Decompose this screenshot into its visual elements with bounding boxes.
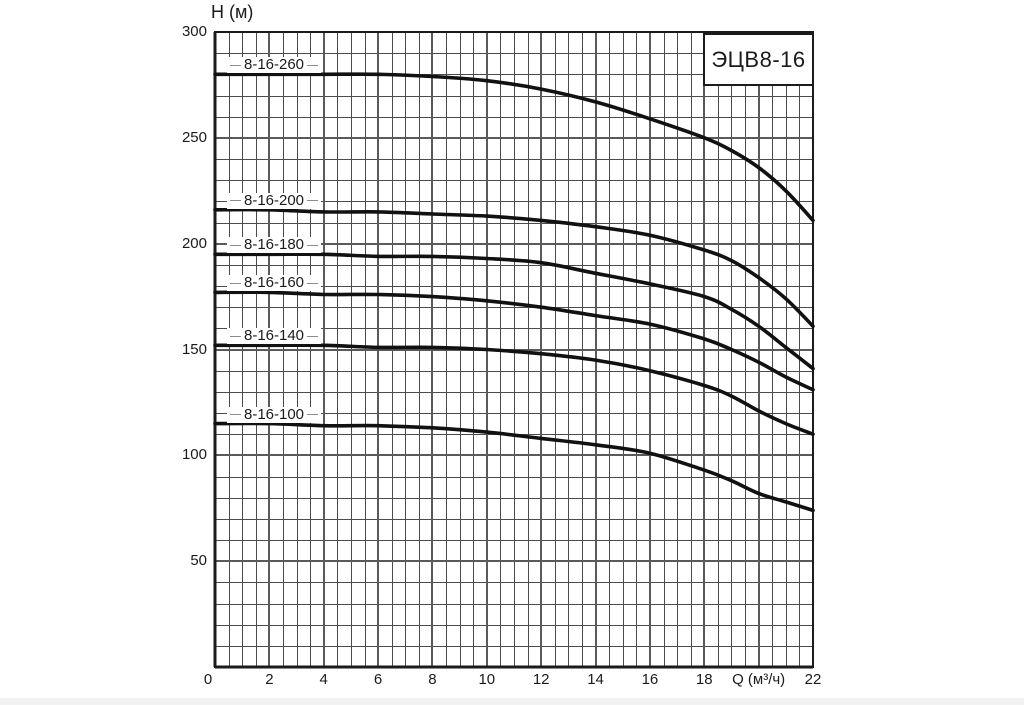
label-leader-dash [307,414,319,416]
x-tick-label: 18 [695,671,713,688]
label-leader-dash [307,244,319,246]
x-tick-label: 12 [532,671,550,688]
label-leader-dash [229,200,241,202]
x-tick-label: 22 [804,671,822,688]
curve-label-8-16-140: 8-16-140 [226,327,322,345]
label-leader-dash [229,335,241,337]
curve-label-text: 8-16-140 [243,327,305,345]
x-tick-label: 0 [203,671,213,688]
y-tick-label: 50 [190,552,207,570]
curve-label-text: 8-16-100 [243,405,305,423]
y-tick-label: 250 [181,128,207,146]
label-leader-dash [307,64,319,66]
label-leader-dash [229,64,241,66]
curve-label-8-16-180: 8-16-180 [226,236,322,254]
label-leader-dash [229,414,241,416]
label-leader-dash [307,335,319,337]
x-tick-label: 10 [478,671,496,688]
curve-label-8-16-160: 8-16-160 [226,274,322,292]
curve-8-16-160 [213,290,815,392]
label-leader-dash [307,282,319,284]
label-leader-dash [307,200,319,202]
curve-label-8-16-260: 8-16-260 [226,56,322,74]
curve-label-8-16-100: 8-16-100 [226,405,322,423]
label-leader-dash [229,282,241,284]
curve-8-16-180 [213,252,815,371]
x-tick-label: 16 [641,671,659,688]
y-tick-label: 100 [181,446,207,464]
x-tick-label: 14 [587,671,604,688]
y-tick-label: 200 [181,234,207,252]
x-axis-unit-label: Q (м³/ч) [732,671,786,688]
label-leader-dash [229,244,241,246]
x-tick-label: 2 [265,671,274,688]
y-tick-label: 150 [181,340,207,358]
curve-label-text: 8-16-260 [243,56,305,74]
curve-8-16-200 [213,207,815,328]
curve-8-16-100 [213,421,815,513]
y-axis-title: H (м) [211,2,254,22]
curve-label-8-16-200: 8-16-200 [226,191,322,209]
curve-label-text: 8-16-160 [243,274,305,292]
x-tick-label: 8 [428,671,437,688]
y-tick-label: 300 [181,23,207,40]
screenshot-bottom-strip [0,698,1024,705]
x-tick-label: 4 [319,671,328,688]
x-tick-label: 6 [373,671,383,688]
series-title-text: ЭЦВ8-16 [711,46,806,72]
curve-8-16-140 [213,343,815,436]
curve-label-text: 8-16-180 [243,236,305,254]
curve-8-16-260 [213,72,815,223]
curve-label-text: 8-16-200 [243,191,305,209]
series-title-box: ЭЦВ8-16 [703,33,814,86]
